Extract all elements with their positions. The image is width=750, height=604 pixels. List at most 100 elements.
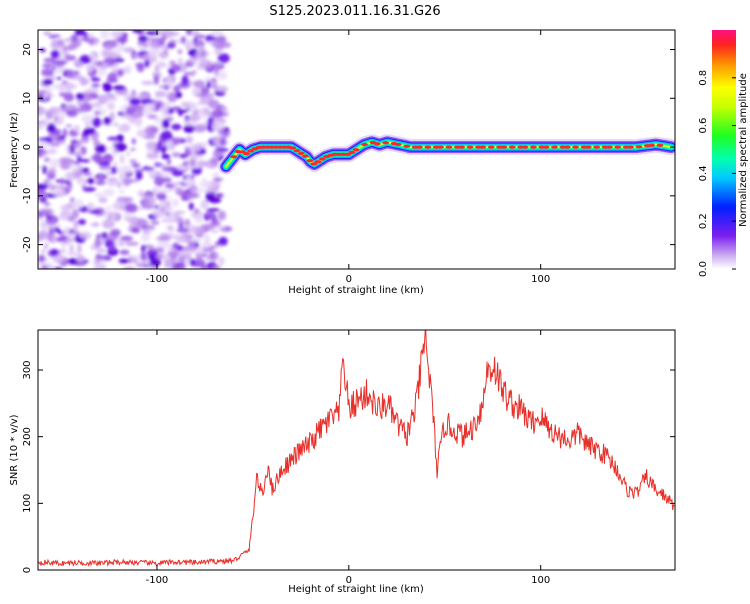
noise-blob — [56, 45, 66, 50]
noise-blob — [83, 33, 90, 43]
noise-blob — [42, 63, 53, 68]
ridge-peak — [458, 145, 465, 149]
colorbar-tick-label: 0.8 — [698, 70, 709, 86]
y-tick-label: 0 — [22, 567, 33, 573]
noise-blob — [180, 101, 188, 108]
noise-blob — [175, 109, 189, 113]
noise-blob — [219, 137, 227, 146]
noise-blob — [38, 117, 51, 127]
noise-blob — [161, 154, 171, 160]
noise-blob — [65, 124, 73, 128]
noise-blob — [71, 146, 80, 149]
ridge-peak — [656, 143, 664, 147]
noise-blob — [160, 199, 166, 206]
noise-blob — [53, 83, 62, 90]
noise-blob — [108, 243, 117, 252]
noise-blob — [61, 209, 71, 218]
noise-blob — [154, 162, 163, 167]
noise-blob — [155, 237, 169, 241]
noise-blob — [73, 107, 86, 113]
noise-blob — [45, 215, 59, 225]
noise-blob — [103, 188, 115, 197]
noise-blob — [112, 85, 126, 91]
snr-frame — [37, 329, 676, 571]
noise-blob — [189, 113, 201, 122]
noise-blob — [92, 117, 102, 128]
snr-y-ticks: 0 100 200 300 — [22, 360, 675, 573]
noise-blob — [73, 124, 80, 133]
noise-blob — [219, 106, 228, 112]
ridge-peak — [500, 145, 508, 149]
noise-blob — [114, 44, 125, 53]
noise-blob — [157, 238, 170, 249]
noise-blob — [43, 157, 51, 163]
noise-blob — [65, 104, 74, 110]
noise-blob — [116, 198, 126, 203]
noise-blob — [46, 123, 56, 133]
ridge-peak — [310, 162, 318, 166]
noise-blob — [184, 256, 191, 267]
noise-blob — [59, 249, 66, 253]
noise-blob — [97, 94, 111, 104]
noise-blob — [171, 152, 181, 158]
noise-blob — [145, 141, 158, 151]
noise-blob — [63, 92, 75, 102]
noise-blob — [194, 226, 206, 234]
noise-blob — [54, 227, 60, 232]
noise-blob — [86, 202, 95, 211]
ridge-peak — [243, 152, 250, 156]
noise-blob — [65, 82, 74, 90]
snr-panel: -100 0 100 0 100 200 300 Height of straight l… — [9, 329, 676, 595]
noise-blob — [185, 79, 190, 83]
noise-blob — [209, 251, 219, 261]
noise-blob — [93, 39, 99, 46]
noise-blob — [144, 125, 159, 135]
noise-blob — [159, 174, 170, 178]
noise-blob — [81, 114, 95, 123]
noise-blob — [94, 239, 102, 249]
noise-blob — [154, 176, 164, 187]
noise-blob — [92, 260, 102, 265]
noise-blob — [119, 235, 133, 242]
noise-blob — [200, 109, 206, 119]
noise-blob — [135, 170, 143, 181]
noise-blob — [220, 42, 232, 48]
noise-blob — [66, 182, 73, 187]
noise-blob — [98, 197, 108, 204]
ridge-peak — [487, 145, 495, 149]
noise-blob — [117, 36, 128, 44]
noise-blob — [220, 130, 229, 137]
noise-blob — [161, 177, 172, 183]
ridge-peak — [394, 142, 402, 147]
noise-blob — [171, 106, 182, 111]
ridge-peak — [614, 145, 622, 149]
noise-blob — [142, 107, 152, 117]
ridge-peak — [479, 145, 487, 149]
noise-blob — [103, 116, 112, 126]
noise-blob — [175, 91, 183, 99]
noise-blob — [89, 52, 97, 61]
noise-blob — [210, 156, 219, 165]
ridge-peak — [352, 148, 360, 152]
noise-blob — [82, 187, 97, 192]
noise-blob — [56, 230, 65, 234]
noise-blob — [123, 211, 132, 220]
noise-blob — [176, 227, 190, 233]
noise-blob — [41, 68, 55, 77]
noise-blob — [194, 217, 204, 224]
noise-blob — [147, 114, 158, 119]
noise-blob — [160, 130, 173, 141]
ridge-peak — [521, 145, 529, 149]
noise-blob — [131, 138, 136, 145]
noise-blob — [43, 31, 51, 35]
noise-blob — [103, 84, 113, 93]
noise-blob — [148, 258, 162, 267]
noise-blob — [63, 226, 72, 232]
noise-blob — [163, 216, 174, 222]
noise-blob — [77, 244, 82, 254]
noise-blob — [53, 60, 68, 65]
noise-blob — [64, 38, 72, 42]
noise-blob — [189, 258, 196, 267]
noise-blob — [38, 137, 52, 142]
noise-blob — [136, 259, 151, 265]
